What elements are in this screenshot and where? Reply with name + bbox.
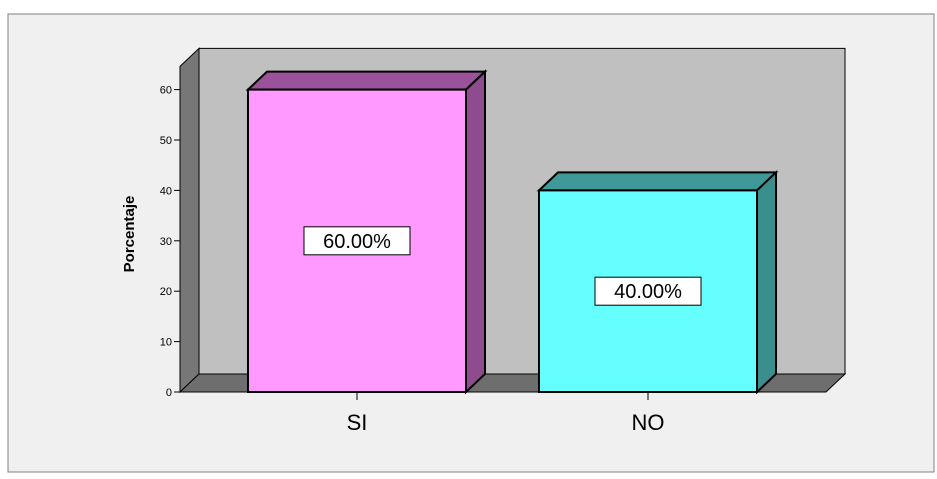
data-label-box-si bbox=[303, 226, 411, 256]
side-wall bbox=[179, 47, 200, 394]
bars: 60.00% 40.00% bbox=[245, 69, 779, 395]
data-label-si: 60.00% bbox=[323, 231, 391, 253]
y-tick-label-40: 40 bbox=[160, 185, 172, 197]
y-tick-label-0: 0 bbox=[166, 387, 172, 399]
y-tick-label-10: 10 bbox=[160, 337, 172, 349]
x-tick-label-no: NO bbox=[632, 410, 665, 435]
x-axis: SI NO bbox=[347, 392, 665, 435]
y-tick-label-20: 20 bbox=[160, 286, 172, 298]
y-axis-label: Porcentaje bbox=[121, 196, 138, 273]
bar-no: 40.00% bbox=[536, 170, 779, 395]
bar-si: 60.00% bbox=[245, 69, 488, 395]
data-label-no: 40.00% bbox=[614, 281, 682, 303]
x-tick-label-si: SI bbox=[347, 410, 368, 435]
bar-side-si bbox=[465, 69, 486, 395]
y-tick-label-60: 60 bbox=[160, 85, 172, 97]
y-tick-label-30: 30 bbox=[160, 236, 172, 248]
y-axis: 0 10 20 30 40 50 60 bbox=[160, 66, 181, 399]
bar-side-no bbox=[756, 170, 777, 395]
bar-top-no bbox=[536, 171, 779, 192]
data-label-box-no bbox=[594, 276, 702, 306]
bar-top-si bbox=[245, 70, 488, 91]
y-tick-label-50: 50 bbox=[160, 135, 172, 147]
